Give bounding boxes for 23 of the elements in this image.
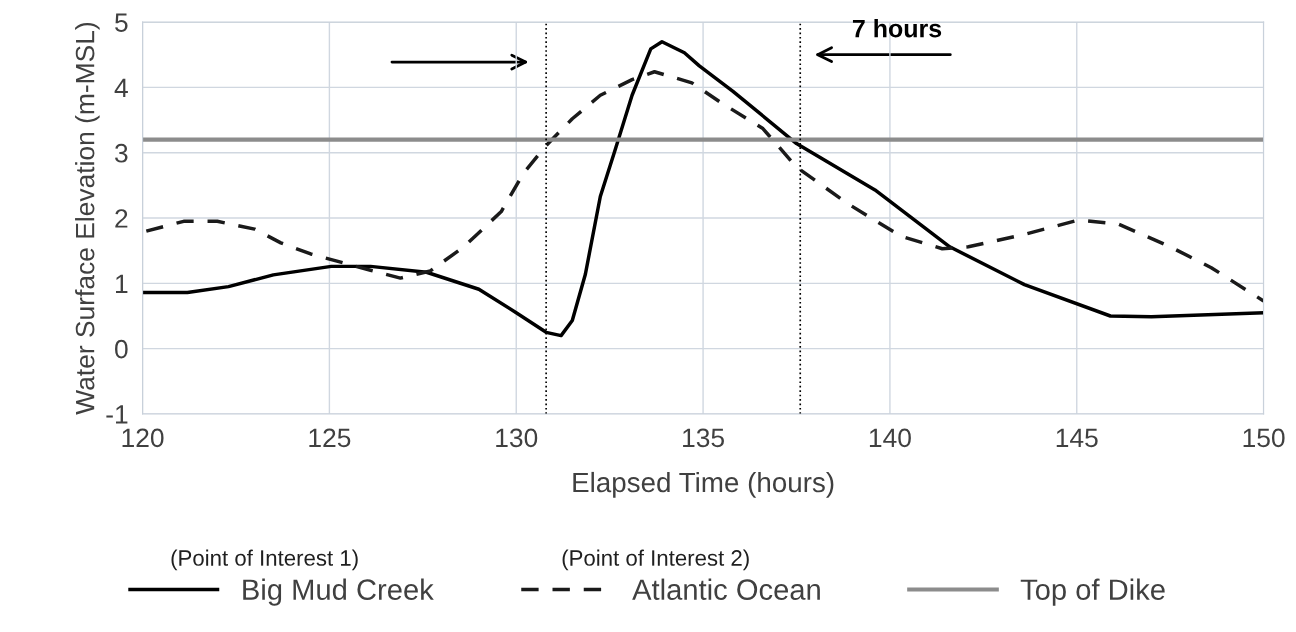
line-series xyxy=(144,70,1264,303)
y-tick-label: 3 xyxy=(115,143,128,163)
x-tick-label: 135 xyxy=(683,428,724,448)
y-tick-label: 5 xyxy=(115,13,128,32)
x-tick-label: 150 xyxy=(1243,428,1285,448)
text: (Point of Interest 2) xyxy=(562,549,749,571)
y-tick-label: 2 xyxy=(115,209,128,228)
y-tick-label: 0 xyxy=(115,339,128,359)
annotation: 7 hours xyxy=(852,19,942,38)
x-tick-label: 145 xyxy=(1056,428,1098,448)
y-tick-label: 1 xyxy=(116,274,128,293)
x-tick-label: 125 xyxy=(309,428,351,448)
legend-label: Top of Dike xyxy=(1020,578,1165,606)
x-axis-title: Elapsed Time (hours) xyxy=(573,471,834,498)
y-axis-title: Water Surface Elevation (m-MSL) xyxy=(75,22,100,415)
x-tick-label: 130 xyxy=(496,428,538,448)
x-tick-label: 120 xyxy=(122,428,164,448)
y-tick-label: 4 xyxy=(114,78,128,97)
y-tick-label: -1 xyxy=(106,405,128,424)
legend-label: Atlantic Ocean xyxy=(632,578,820,600)
legend-label: Big Mud Creek xyxy=(243,578,434,606)
x-tick-label: 140 xyxy=(869,428,911,448)
text: (Point of Interest 1) xyxy=(171,549,358,571)
